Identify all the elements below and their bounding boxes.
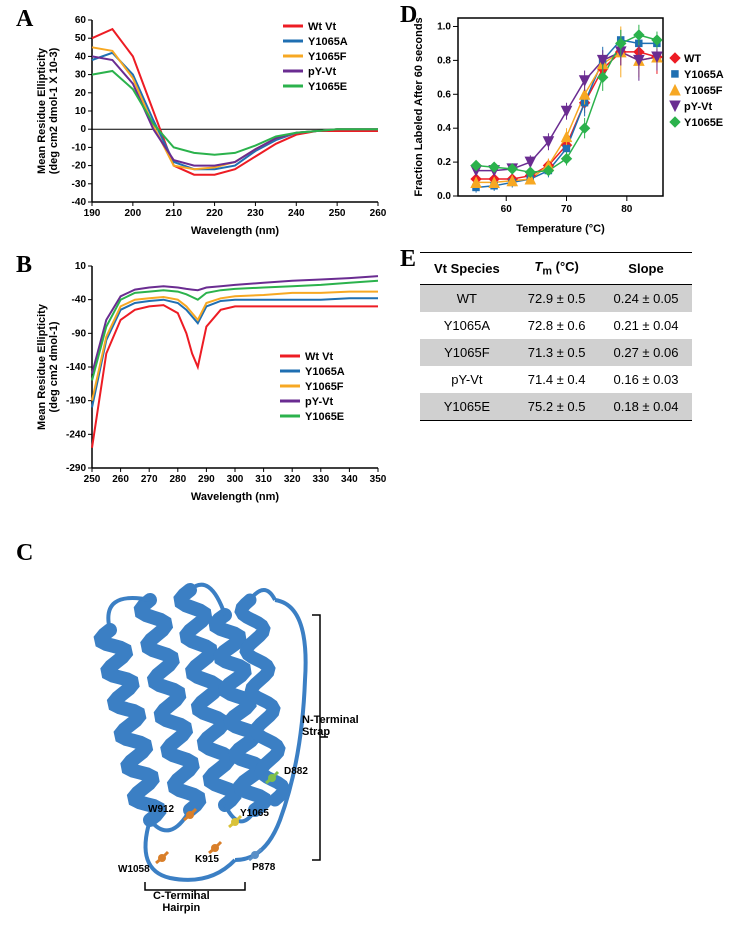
svg-text:60: 60 — [75, 15, 87, 26]
svg-text:300: 300 — [227, 474, 244, 485]
c-terminal-hairpin-label: C-TerminalHairpin — [153, 890, 210, 914]
svg-text:Y1065F: Y1065F — [308, 51, 347, 63]
svg-text:310: 310 — [255, 474, 272, 485]
svg-text:10: 10 — [75, 106, 87, 117]
svg-text:Mean Residue Ellipticity(deg c: Mean Residue Ellipticity(deg cm2 dmol-1 … — [36, 47, 60, 174]
svg-text:0: 0 — [80, 124, 86, 135]
svg-text:50: 50 — [75, 33, 87, 44]
svg-text:Y1065E: Y1065E — [684, 117, 723, 129]
svg-text:340: 340 — [341, 474, 358, 485]
svg-text:Y1065E: Y1065E — [305, 411, 344, 423]
svg-text:K915: K915 — [195, 854, 219, 865]
svg-text:250: 250 — [84, 474, 101, 485]
svg-text:pY-Vt: pY-Vt — [305, 396, 333, 408]
svg-text:190: 190 — [84, 208, 101, 219]
svg-text:350: 350 — [370, 474, 386, 485]
svg-text:320: 320 — [284, 474, 301, 485]
svg-text:30: 30 — [75, 70, 87, 81]
svg-text:Wavelength (nm): Wavelength (nm) — [191, 225, 280, 237]
svg-text:Fraction Labeled After 60 seco: Fraction Labeled After 60 seconds — [413, 17, 425, 196]
svg-text:80: 80 — [621, 204, 633, 215]
svg-text:1.0: 1.0 — [437, 21, 451, 32]
svg-text:250: 250 — [329, 208, 346, 219]
svg-text:270: 270 — [141, 474, 158, 485]
svg-text:0.0: 0.0 — [437, 191, 451, 202]
svg-text:-40: -40 — [72, 295, 87, 306]
chart-a: 190 200 210 220 230 240 250 260 -40 -30 -20 -10 0 10 2… — [36, 12, 386, 242]
svg-text:W912: W912 — [148, 804, 175, 815]
svg-text:WT: WT — [684, 53, 701, 65]
svg-text:W1058: W1058 — [118, 864, 150, 875]
svg-text:Temperature (°C): Temperature (°C) — [516, 223, 605, 235]
svg-text:60: 60 — [501, 204, 513, 215]
svg-text:0.2: 0.2 — [437, 157, 451, 168]
svg-text:40: 40 — [75, 51, 87, 62]
svg-text:-290: -290 — [66, 463, 86, 474]
svg-text:D882: D882 — [284, 766, 308, 777]
svg-text:Mean Residue Ellipticity(deg c: Mean Residue Ellipticity(deg cm2 dmol-1) — [36, 303, 60, 430]
svg-text:Y1065F: Y1065F — [305, 381, 344, 393]
svg-text:70: 70 — [561, 204, 573, 215]
svg-text:-10: -10 — [72, 142, 87, 153]
svg-text:330: 330 — [312, 474, 329, 485]
svg-text:200: 200 — [125, 208, 142, 219]
svg-text:220: 220 — [206, 208, 223, 219]
svg-text:240: 240 — [288, 208, 305, 219]
svg-text:Y1065E: Y1065E — [308, 81, 347, 93]
svg-text:-240: -240 — [66, 429, 86, 440]
svg-text:pY-Vt: pY-Vt — [308, 66, 336, 78]
n-terminal-strap-label: N-TerminalStrap — [302, 714, 359, 738]
svg-text:0.4: 0.4 — [437, 123, 451, 134]
table-e: Vt SpeciesTm (°C)SlopeWT72.9 ± 0.50.24 ±… — [420, 252, 692, 421]
panel-label-a: A — [16, 6, 33, 33]
svg-text:pY-Vt: pY-Vt — [684, 101, 712, 113]
svg-text:Y1065F: Y1065F — [684, 85, 723, 97]
svg-text:0.8: 0.8 — [437, 55, 451, 66]
panel-c-structure: D882 W912 Y1065 K915 P878 W1058 — [40, 560, 400, 920]
svg-text:-30: -30 — [72, 179, 87, 190]
chart-b: 250 260 270 280 290 300 310 320 330 340 350 -290 -24… — [36, 258, 386, 508]
panel-label-c: C — [16, 540, 33, 567]
svg-text:20: 20 — [75, 88, 87, 99]
svg-text:Y1065A: Y1065A — [308, 36, 348, 48]
chart-d: 60 70 80 0.0 0.2 0.4 0.6 0.8 1.0 Temperature (°C)… — [408, 8, 743, 238]
svg-text:Wt Vt: Wt Vt — [308, 21, 336, 33]
svg-text:0.6: 0.6 — [437, 89, 451, 100]
svg-text:Wt Vt: Wt Vt — [305, 351, 333, 363]
svg-text:280: 280 — [169, 474, 186, 485]
svg-text:-40: -40 — [72, 197, 87, 208]
svg-text:-90: -90 — [72, 328, 87, 339]
svg-text:10: 10 — [75, 261, 87, 272]
panel-label-e: E — [400, 246, 416, 273]
panel-label-b: B — [16, 252, 32, 279]
svg-text:Wavelength (nm): Wavelength (nm) — [191, 491, 280, 503]
svg-text:-140: -140 — [66, 362, 86, 373]
svg-text:-190: -190 — [66, 396, 86, 407]
svg-text:Y1065: Y1065 — [240, 808, 269, 819]
svg-text:-20: -20 — [72, 161, 87, 172]
svg-text:230: 230 — [247, 208, 264, 219]
svg-text:P878: P878 — [252, 862, 276, 873]
svg-text:210: 210 — [165, 208, 182, 219]
svg-text:260: 260 — [112, 474, 129, 485]
svg-text:290: 290 — [198, 474, 215, 485]
svg-text:Y1065A: Y1065A — [684, 69, 724, 81]
svg-text:Y1065A: Y1065A — [305, 366, 345, 378]
svg-text:260: 260 — [370, 208, 386, 219]
